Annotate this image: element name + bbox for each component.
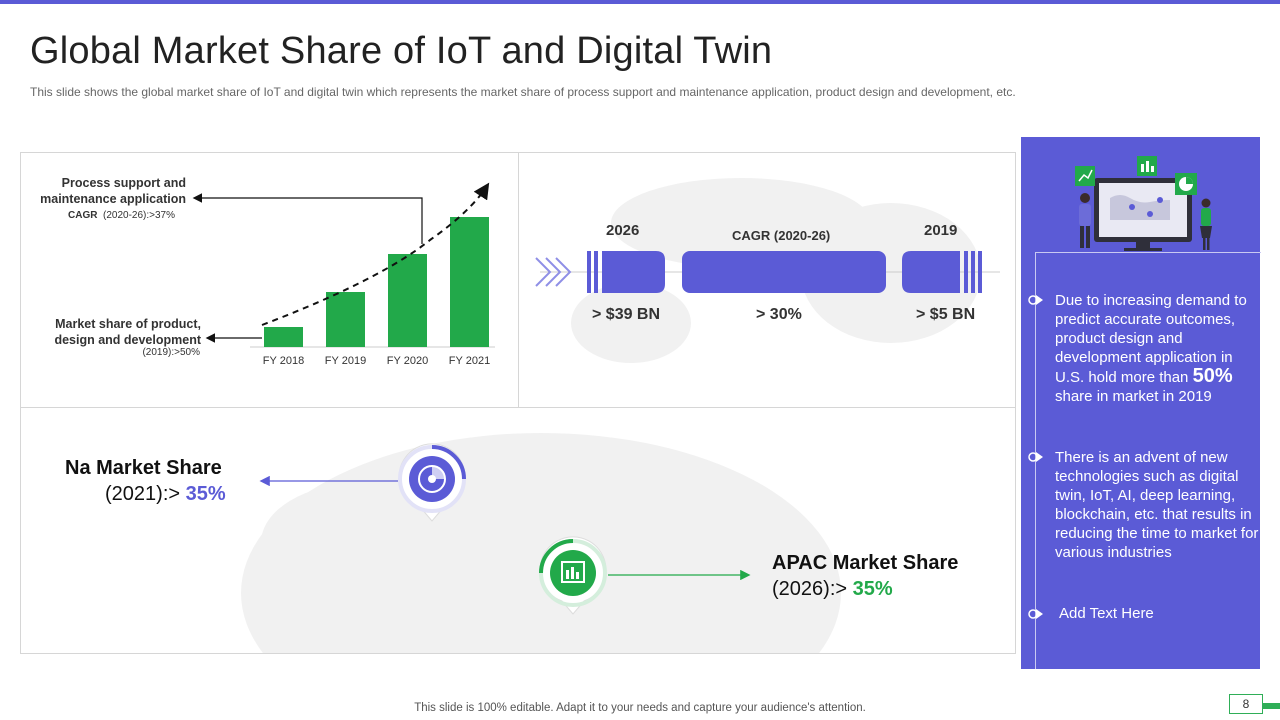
insight-bullet-3: Add Text Here [1059, 605, 1154, 622]
bottom-label-line2: design and development [54, 333, 201, 347]
horizontal-divider [21, 407, 1015, 408]
footer-note: This slide is 100% editable. Adapt it to… [414, 702, 866, 714]
bar-fy-2021 [450, 217, 489, 347]
vertical-divider [518, 153, 519, 407]
bullet-arrow-icon [1028, 452, 1043, 462]
timeline-right-year: 2019 [924, 222, 958, 239]
page-number-tab [1263, 703, 1280, 709]
page-number: 8 [1229, 694, 1263, 714]
top-accent-bar [0, 0, 1280, 4]
slide-subtitle: This slide shows the global market share… [30, 85, 1016, 99]
bar-fy-2018 [264, 327, 303, 347]
timeline-left-year: 2026 [606, 222, 640, 239]
apac-market-title: APAC Market Share [772, 552, 959, 574]
top-cagr-label: CAGR (2020-26):>37% [68, 210, 176, 221]
timeline-mid-label: CAGR (2020-26) [732, 228, 831, 243]
x-tick-label: FY 2018 [263, 355, 304, 367]
insight-bullet-2: There is an advent of new technologies s… [1055, 449, 1259, 561]
bottom-label-line1: Market share of product, [55, 317, 201, 331]
top-label-line2: maintenance application [40, 192, 186, 206]
bullet-arrow-icon [1028, 609, 1043, 619]
timeline-right-segment [902, 251, 982, 293]
top-label-line1: Process support and [61, 176, 186, 190]
bullet-arrow-icon [1028, 295, 1043, 305]
bottom-label-value: (2019):>50% [142, 347, 200, 358]
trend-arrow [261, 182, 490, 326]
world-map-background [241, 178, 981, 653]
insight-bullet-1: Due to increasing demand to predict accu… [1055, 292, 1247, 405]
x-tick-label: FY 2021 [449, 355, 490, 367]
timeline-mid-value: > 30% [756, 306, 802, 323]
na-pin-icon [398, 443, 466, 522]
timeline-left-value: > $39 BN [592, 306, 661, 323]
timeline-right-value: > $5 BN [916, 306, 976, 323]
apac-market-value: (2026):> 35% [772, 578, 893, 600]
bar-fy-2019 [326, 292, 365, 347]
timeline-mid-segment [682, 251, 886, 293]
slide-title: Global Market Share of IoT and Digital T… [30, 30, 773, 72]
timeline-chevrons-icon [535, 257, 572, 287]
bar-fy-2020 [388, 254, 427, 347]
x-tick-label: FY 2019 [325, 355, 366, 367]
x-tick-label: FY 2020 [387, 355, 428, 367]
na-market-title: Na Market Share [65, 457, 222, 479]
timeline-left-segment [587, 251, 665, 293]
top-label-connector [192, 193, 423, 244]
apac-pin-icon [539, 536, 607, 615]
na-market-value: (2021):> 35% [105, 483, 226, 505]
